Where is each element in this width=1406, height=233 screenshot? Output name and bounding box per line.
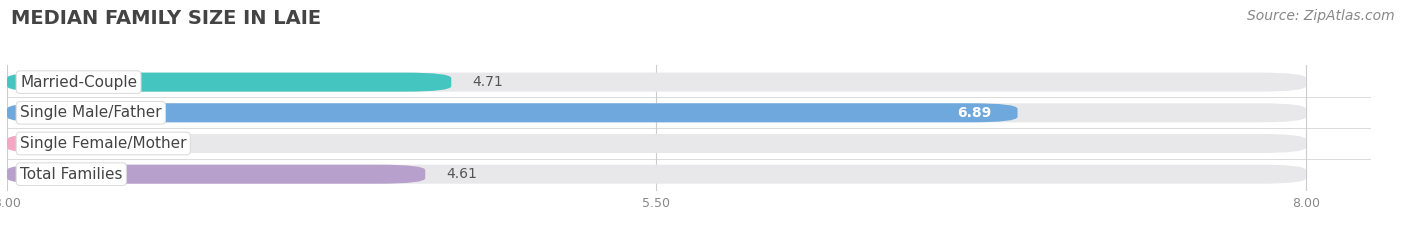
FancyBboxPatch shape xyxy=(7,134,75,153)
FancyBboxPatch shape xyxy=(7,73,451,92)
FancyBboxPatch shape xyxy=(7,103,1306,122)
Text: 4.71: 4.71 xyxy=(472,75,503,89)
Text: 4.61: 4.61 xyxy=(446,167,477,181)
FancyBboxPatch shape xyxy=(7,165,1306,184)
FancyBboxPatch shape xyxy=(7,165,425,184)
Text: Single Male/Father: Single Male/Father xyxy=(20,105,162,120)
Text: Married-Couple: Married-Couple xyxy=(20,75,138,90)
Text: MEDIAN FAMILY SIZE IN LAIE: MEDIAN FAMILY SIZE IN LAIE xyxy=(11,9,322,28)
Text: Single Female/Mother: Single Female/Mother xyxy=(20,136,187,151)
Text: 6.89: 6.89 xyxy=(957,106,991,120)
Text: Total Families: Total Families xyxy=(20,167,122,182)
Text: 3.26: 3.26 xyxy=(96,137,127,151)
FancyBboxPatch shape xyxy=(7,73,1306,92)
FancyBboxPatch shape xyxy=(7,134,1306,153)
Text: Source: ZipAtlas.com: Source: ZipAtlas.com xyxy=(1247,9,1395,23)
FancyBboxPatch shape xyxy=(7,103,1018,122)
